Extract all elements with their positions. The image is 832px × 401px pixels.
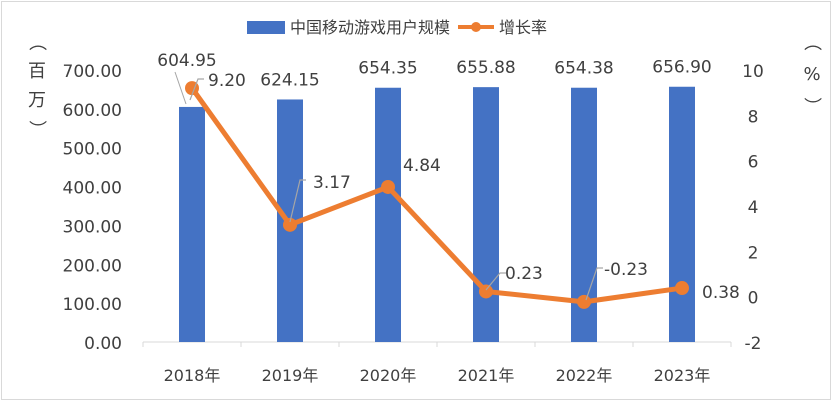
bar (179, 106, 205, 342)
legend-line-label: 增长率 (499, 18, 547, 37)
bar (375, 87, 401, 343)
bar-data-label: 654.38 (554, 59, 613, 79)
left-axis-title: 百 (28, 61, 46, 82)
x-tick-label: 2019年 (262, 366, 319, 385)
bar (669, 86, 695, 342)
left-tick-label: 700.00 (63, 62, 122, 82)
legend-bar-label: 中国移动游戏用户规模 (290, 18, 450, 37)
left-tick-label: 200.00 (63, 256, 122, 276)
left-axis-title: 万 (28, 90, 46, 111)
left-tick-label: 0.00 (84, 334, 122, 354)
right-tick-label: 2 (748, 243, 759, 263)
bar (473, 87, 499, 342)
left-tick-label: 400.00 (63, 179, 122, 199)
left-axis-title: ） (26, 120, 47, 138)
leader-line (189, 78, 204, 101)
right-tick-label: -2 (745, 334, 762, 354)
line-data-label: -0.23 (604, 260, 648, 280)
x-tick-label: 2020年 (360, 366, 417, 385)
left-axis-title: （ (26, 33, 47, 51)
bar-data-label: 656.90 (652, 58, 711, 78)
x-tick-label: 2018年 (164, 366, 221, 385)
bar-data-label: 624.15 (260, 70, 319, 90)
line-point (675, 281, 689, 296)
x-tick-label: 2022年 (556, 366, 613, 385)
growth-line (189, 86, 683, 305)
line-data-label: 4.84 (403, 156, 441, 176)
right-tick-label: 6 (748, 153, 759, 173)
left-tick-label: 100.00 (63, 295, 122, 315)
line-data-label: 0.23 (505, 264, 543, 284)
right-axis-title: ） (801, 97, 822, 115)
line-point (479, 284, 493, 299)
left-tick-label: 300.00 (63, 217, 122, 237)
line-data-label: 3.17 (313, 173, 351, 193)
x-tick-label: 2023年 (654, 366, 711, 385)
leader-line (585, 267, 603, 301)
bar-data-label: 604.95 (157, 51, 216, 71)
right-axis-title: % (803, 64, 820, 85)
left-tick-label: 600.00 (63, 101, 122, 121)
line-point (577, 294, 591, 309)
line-data-label: 0.38 (702, 283, 740, 303)
line-data-label: 9.20 (208, 71, 246, 91)
left-tick-label: 500.00 (63, 140, 122, 160)
bar-data-label: 655.88 (456, 58, 515, 78)
line-point (381, 179, 395, 194)
right-tick-label: 10 (742, 62, 764, 82)
x-tick-label: 2021年 (458, 366, 515, 385)
leader-line (289, 179, 306, 223)
line-point (283, 217, 297, 232)
legend-bar-swatch (247, 21, 285, 34)
leader-line (485, 272, 506, 291)
bar-data-label: 654.35 (358, 59, 417, 79)
legend-line-marker (471, 22, 481, 32)
right-tick-label: 0 (748, 289, 759, 309)
leader-line (174, 71, 187, 105)
right-tick-label: 8 (748, 107, 759, 127)
right-tick-label: 4 (748, 198, 759, 218)
right-axis-title: （ (801, 33, 822, 51)
